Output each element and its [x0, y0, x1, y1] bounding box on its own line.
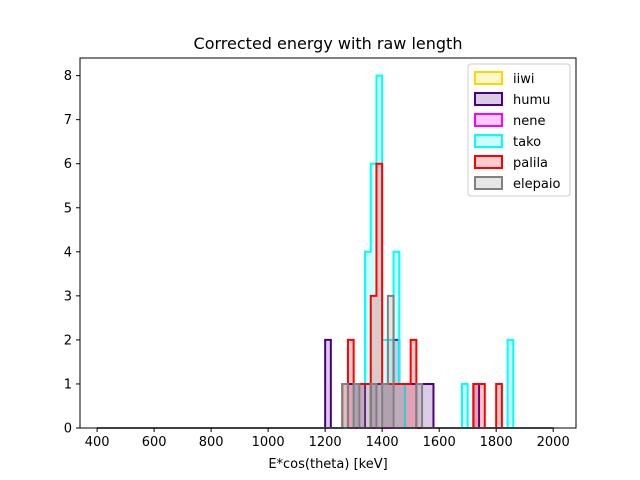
bar-tako-1300	[353, 383, 360, 428]
bar-humu-1360	[370, 383, 377, 428]
bar-elepaio-1260	[342, 383, 348, 428]
plot-area	[97, 74, 554, 429]
bar-palila-1420	[387, 383, 394, 428]
legend-swatch-elepaio	[474, 176, 503, 190]
bar-palila-1720	[473, 383, 480, 428]
bar-elepaio-1520	[416, 383, 423, 428]
bar-palila-1400	[382, 383, 388, 428]
bar-humu-1300	[353, 383, 360, 428]
legend-swatch-humu	[474, 92, 503, 106]
chart-title: Corrected energy with raw length	[194, 34, 463, 53]
bar-tako-1440	[393, 251, 400, 428]
y-tick-label-0: 0	[64, 422, 72, 437]
x-axis-label: E*cos(theta) [keV]	[268, 457, 387, 472]
x-tick-label-600: 600	[142, 435, 167, 450]
legend-swatch-nene	[474, 113, 503, 127]
x-tick-label-1800: 1800	[480, 435, 513, 450]
legend-swatch-tako	[474, 134, 503, 148]
bar-tako-1840	[507, 339, 514, 428]
legend-box	[467, 63, 571, 197]
bar-humu-1520	[416, 383, 423, 428]
bar-elepaio-1360	[370, 383, 377, 428]
y-tick-label-5: 5	[64, 201, 72, 216]
bar-palila-1320	[359, 383, 366, 428]
y-tick-label-2: 2	[64, 333, 72, 348]
legend: iiwi humu nene tako palila elepaio	[467, 63, 571, 197]
bar-palila-1340	[365, 383, 371, 428]
bar-tako-1680	[461, 383, 468, 428]
bar-palila-1280	[347, 339, 354, 428]
x-tick-label-800: 800	[199, 435, 224, 450]
axes-frame	[79, 57, 577, 429]
bar-humu-1320	[359, 383, 366, 428]
bar-humu-1560	[427, 383, 434, 428]
bar-tako-1320	[359, 383, 366, 428]
bar-humu-1720	[473, 383, 480, 428]
bar-palila-1460	[399, 383, 405, 428]
x-axis: 400 600 800 1000 1200 1400 1600 1800 2000	[85, 428, 570, 450]
bar-tako-1460	[399, 383, 405, 428]
bar-palila-1480	[404, 383, 411, 428]
x-tick-label-400: 400	[85, 435, 110, 450]
y-tick-label-6: 6	[64, 157, 72, 172]
y-axis: 0 1 2 3 4 5 6 7 8	[64, 69, 80, 437]
bar-palila-1260	[342, 383, 348, 428]
legend-label-tako: tako	[513, 135, 541, 150]
bar-humu-1380	[376, 383, 383, 428]
bar-humu-1400	[382, 383, 388, 428]
bar-palila-1740	[479, 383, 485, 428]
bar-elepaio-1300	[353, 383, 360, 428]
bar-humu-1420	[387, 383, 394, 428]
bar-palila-1360	[370, 295, 377, 428]
bar-humu-1480	[404, 383, 411, 428]
bar-tako-1340	[365, 251, 371, 428]
x-tick-label-1600: 1600	[423, 435, 456, 450]
bar-humu-1500	[410, 383, 417, 428]
legend-swatch-iiwi	[474, 71, 503, 85]
y-tick-label-1: 1	[64, 377, 72, 392]
legend-label-palila: palila	[513, 156, 548, 171]
bar-palila-1440	[393, 383, 400, 428]
series-palila	[97, 162, 554, 429]
y-tick-label-3: 3	[64, 289, 72, 304]
bar-humu-1460	[399, 383, 405, 428]
bar-humu-1540	[422, 383, 428, 428]
legend-label-nene: nene	[513, 114, 545, 129]
bar-elepaio-1400	[382, 383, 388, 428]
bar-humu-1200	[325, 339, 331, 428]
bar-palila-1380	[376, 163, 383, 428]
y-tick-label-7: 7	[64, 113, 72, 128]
bar-elepaio-1420	[387, 295, 394, 428]
bar-humu-1280	[347, 383, 354, 428]
bar-palila-1500	[410, 339, 417, 428]
y-tick-label-4: 4	[64, 245, 72, 260]
x-tick-label-2000: 2000	[537, 435, 570, 450]
bar-palila-1300	[353, 383, 360, 428]
y-tick-label-8: 8	[64, 69, 72, 84]
legend-label-elepaio: elepaio	[513, 177, 560, 192]
x-tick-label-1400: 1400	[366, 435, 399, 450]
legend-label-humu: humu	[513, 93, 550, 108]
bar-tako-1380	[376, 75, 383, 428]
x-tick-label-1000: 1000	[252, 435, 285, 450]
legend-label-iiwi: iiwi	[513, 72, 534, 87]
legend-swatch-palila	[474, 155, 503, 169]
x-tick-label-1200: 1200	[309, 435, 342, 450]
bar-palila-1800	[496, 383, 502, 428]
